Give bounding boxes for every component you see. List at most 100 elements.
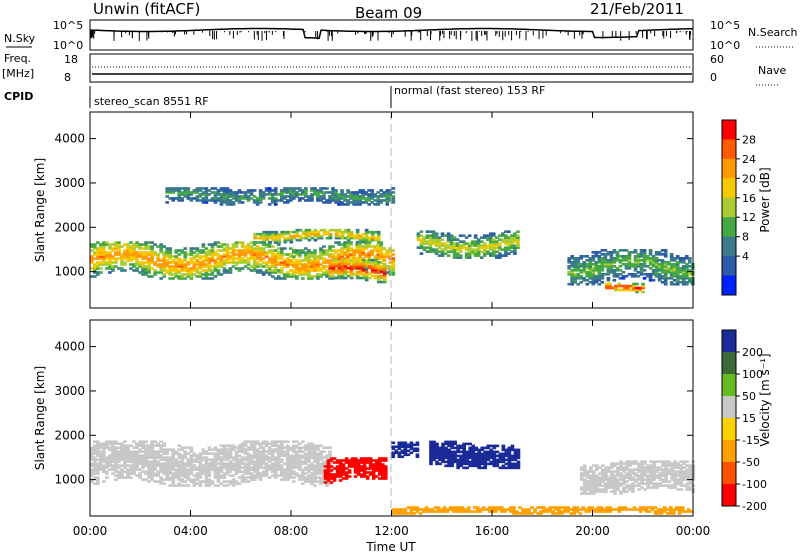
power-cell bbox=[376, 230, 381, 234]
velocity-cell bbox=[132, 454, 136, 457]
power-cell bbox=[96, 247, 100, 250]
power-cell bbox=[597, 251, 602, 254]
power-cell bbox=[198, 275, 203, 278]
velocity-cell bbox=[347, 475, 352, 478]
velocity-cell bbox=[588, 470, 593, 473]
velocity-cell bbox=[501, 454, 506, 458]
power-cell bbox=[180, 249, 185, 252]
velocity-cell bbox=[338, 461, 343, 464]
velocity-cell bbox=[637, 478, 641, 481]
power-cell bbox=[189, 249, 194, 252]
velocity-cell bbox=[93, 470, 97, 473]
power-cell bbox=[340, 272, 345, 276]
power-cell bbox=[307, 234, 312, 238]
velocity-cell bbox=[456, 450, 460, 454]
power-cell bbox=[183, 193, 188, 196]
power-cell bbox=[630, 262, 635, 266]
velocity-cell bbox=[285, 448, 290, 451]
power-cell bbox=[174, 187, 179, 190]
power-cell bbox=[428, 242, 433, 245]
velocity-cell bbox=[403, 449, 408, 453]
power-cell bbox=[276, 261, 281, 264]
power-cell bbox=[126, 255, 130, 258]
power-cell bbox=[288, 189, 293, 192]
velocity-cell bbox=[595, 464, 599, 467]
power-cell bbox=[180, 269, 185, 272]
power-cell bbox=[570, 278, 575, 282]
velocity-cell bbox=[111, 450, 115, 453]
power-cell bbox=[270, 195, 275, 198]
power-cell bbox=[120, 257, 124, 260]
velocity-cell bbox=[225, 462, 230, 465]
velocity-cell bbox=[323, 481, 328, 484]
power-cell bbox=[618, 264, 623, 268]
velocity-cell bbox=[111, 466, 115, 469]
velocity-cell bbox=[301, 440, 305, 443]
velocity-cell bbox=[246, 464, 251, 467]
velocity-cell bbox=[120, 472, 124, 475]
velocity-cell bbox=[673, 484, 678, 487]
power-cell bbox=[582, 270, 587, 274]
power-cell bbox=[261, 253, 266, 256]
velocity-cell bbox=[310, 462, 314, 465]
power-cell bbox=[255, 261, 260, 264]
power-cell bbox=[270, 263, 275, 266]
power-cell bbox=[388, 197, 393, 200]
velocity-cell bbox=[588, 490, 593, 493]
velocity-cell bbox=[153, 458, 157, 461]
freq-panel-frame bbox=[89, 53, 694, 83]
velocity-cell bbox=[582, 466, 587, 469]
power-cell bbox=[349, 274, 354, 278]
power-cell bbox=[582, 264, 587, 268]
power-cell bbox=[298, 273, 302, 276]
velocity-cell bbox=[685, 488, 690, 491]
power-cell bbox=[267, 257, 272, 260]
velocity-cell bbox=[465, 466, 469, 470]
power-cell bbox=[177, 263, 182, 266]
power-cell bbox=[201, 263, 206, 266]
velocity-cell bbox=[307, 466, 311, 469]
power-cell bbox=[298, 234, 303, 238]
power-cell bbox=[186, 269, 191, 272]
power-cell bbox=[428, 238, 433, 241]
power-cell bbox=[585, 272, 590, 276]
velocity-cell bbox=[616, 480, 620, 483]
power-cell bbox=[195, 259, 200, 262]
power-cell bbox=[449, 238, 454, 241]
velocity-cell bbox=[430, 508, 435, 511]
power-cell bbox=[292, 257, 296, 260]
power-cell bbox=[340, 249, 344, 252]
power-cell bbox=[147, 245, 151, 248]
velocity-cell bbox=[670, 462, 675, 465]
velocity-cell bbox=[183, 474, 188, 477]
power-cell bbox=[513, 248, 517, 251]
power-cell bbox=[325, 251, 329, 254]
power-cell bbox=[573, 272, 578, 276]
power-cell bbox=[461, 234, 466, 237]
velocity-cell bbox=[150, 470, 154, 473]
power-cell bbox=[672, 266, 677, 270]
velocity-cell bbox=[637, 466, 641, 469]
power-cell bbox=[340, 193, 344, 196]
power-cell bbox=[268, 234, 273, 238]
power-cell bbox=[331, 274, 336, 278]
velocity-cell bbox=[108, 440, 112, 443]
power-cell bbox=[264, 261, 269, 264]
velocity-cell bbox=[174, 484, 179, 487]
power-cell bbox=[307, 197, 311, 200]
velocity-cell bbox=[144, 446, 148, 449]
velocity-cell bbox=[604, 474, 608, 477]
power-cell bbox=[313, 269, 317, 272]
power-cell bbox=[334, 228, 339, 232]
power-cell bbox=[663, 270, 668, 274]
velocity-cell bbox=[204, 468, 209, 471]
power-cell bbox=[313, 253, 317, 256]
power-cell bbox=[452, 248, 457, 251]
power-cell bbox=[273, 263, 278, 266]
velocity-cell bbox=[415, 455, 420, 459]
power-cell bbox=[258, 201, 263, 204]
velocity-cell bbox=[301, 450, 305, 453]
velocity-cell bbox=[171, 454, 176, 457]
power-cell bbox=[660, 253, 665, 256]
